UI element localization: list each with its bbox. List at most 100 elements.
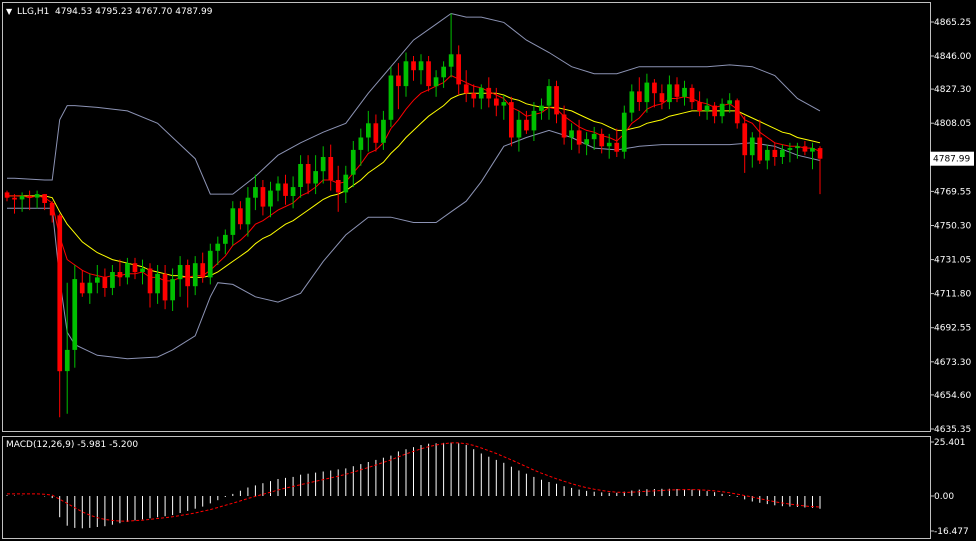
- candle[interactable]: [441, 61, 446, 88]
- candle[interactable]: [546, 79, 552, 120]
- candle[interactable]: [253, 174, 258, 211]
- candle[interactable]: [486, 77, 492, 108]
- candle[interactable]: [637, 77, 642, 111]
- candle[interactable]: [49, 201, 55, 223]
- candle[interactable]: [772, 142, 778, 166]
- candle[interactable]: [433, 70, 439, 97]
- candle[interactable]: [403, 52, 409, 97]
- candle[interactable]: [19, 192, 25, 212]
- candle[interactable]: [260, 180, 266, 216]
- candle[interactable]: [614, 128, 620, 157]
- candle[interactable]: [185, 259, 190, 308]
- candle[interactable]: [170, 268, 175, 312]
- candle[interactable]: [140, 259, 145, 285]
- candle[interactable]: [621, 105, 627, 159]
- candle[interactable]: [652, 79, 657, 108]
- candle[interactable]: [629, 84, 635, 122]
- candle[interactable]: [576, 119, 582, 154]
- candle[interactable]: [298, 155, 303, 198]
- candle[interactable]: [471, 84, 477, 108]
- candle[interactable]: [95, 265, 100, 294]
- candle[interactable]: [162, 265, 168, 310]
- candle[interactable]: [42, 194, 47, 211]
- candle[interactable]: [396, 63, 401, 110]
- candle[interactable]: [4, 190, 10, 202]
- candle[interactable]: [689, 84, 695, 110]
- candle[interactable]: [177, 256, 183, 297]
- candle[interactable]: [719, 98, 725, 124]
- candle[interactable]: [230, 201, 236, 246]
- candle[interactable]: [155, 265, 160, 304]
- candle[interactable]: [411, 56, 416, 81]
- candle[interactable]: [192, 256, 198, 296]
- candle[interactable]: [426, 56, 431, 92]
- candle[interactable]: [448, 13, 454, 78]
- candle[interactable]: [569, 123, 574, 150]
- candle[interactable]: [516, 110, 522, 152]
- candle[interactable]: [810, 142, 815, 170]
- candle[interactable]: [494, 87, 499, 117]
- candle[interactable]: [132, 257, 138, 280]
- candle[interactable]: [388, 66, 394, 127]
- candle[interactable]: [102, 268, 108, 297]
- candle[interactable]: [215, 236, 221, 265]
- candle[interactable]: [509, 96, 514, 147]
- candle[interactable]: [539, 98, 544, 120]
- candle[interactable]: [817, 146, 823, 195]
- candle[interactable]: [358, 128, 364, 166]
- candle[interactable]: [12, 194, 17, 214]
- candle[interactable]: [117, 259, 123, 287]
- candle[interactable]: [223, 229, 228, 255]
- candle[interactable]: [275, 176, 281, 202]
- candle[interactable]: [335, 165, 341, 212]
- candle[interactable]: [734, 98, 740, 129]
- candle[interactable]: [350, 141, 356, 188]
- candle[interactable]: [207, 243, 213, 285]
- candle[interactable]: [79, 270, 85, 297]
- candle[interactable]: [780, 144, 785, 164]
- candle[interactable]: [381, 110, 386, 150]
- candle[interactable]: [704, 98, 710, 120]
- candle[interactable]: [584, 132, 589, 156]
- candle[interactable]: [765, 144, 770, 170]
- candle[interactable]: [606, 133, 612, 159]
- candle[interactable]: [787, 142, 793, 163]
- candle[interactable]: [659, 84, 665, 110]
- candle[interactable]: [795, 142, 800, 159]
- candle[interactable]: [305, 155, 311, 195]
- candle[interactable]: [147, 263, 153, 308]
- candle[interactable]: [749, 132, 755, 168]
- candle[interactable]: [802, 141, 808, 156]
- candle[interactable]: [27, 190, 32, 211]
- candle[interactable]: [501, 95, 507, 120]
- candle[interactable]: [531, 102, 537, 141]
- candle[interactable]: [674, 77, 680, 103]
- candle[interactable]: [757, 119, 763, 164]
- candle[interactable]: [238, 201, 243, 230]
- candle[interactable]: [599, 128, 605, 154]
- candle[interactable]: [712, 102, 717, 124]
- candle[interactable]: [667, 75, 672, 110]
- candle[interactable]: [328, 144, 334, 191]
- candle[interactable]: [591, 126, 597, 150]
- candle[interactable]: [200, 252, 206, 283]
- candle[interactable]: [524, 110, 529, 134]
- candle[interactable]: [456, 45, 461, 95]
- candle[interactable]: [57, 213, 63, 418]
- candle[interactable]: [742, 116, 748, 173]
- candle[interactable]: [72, 265, 78, 368]
- candle[interactable]: [561, 105, 567, 145]
- candle[interactable]: [268, 181, 273, 218]
- candle[interactable]: [64, 282, 70, 414]
- candle[interactable]: [110, 265, 115, 296]
- candle[interactable]: [697, 91, 702, 117]
- chevron-down-icon[interactable]: ▼: [6, 7, 13, 16]
- candle[interactable]: [727, 93, 732, 113]
- candle[interactable]: [313, 155, 318, 195]
- candle[interactable]: [463, 70, 469, 103]
- candle[interactable]: [290, 176, 296, 209]
- candle[interactable]: [320, 146, 326, 184]
- candle[interactable]: [554, 80, 559, 124]
- candle[interactable]: [87, 273, 93, 304]
